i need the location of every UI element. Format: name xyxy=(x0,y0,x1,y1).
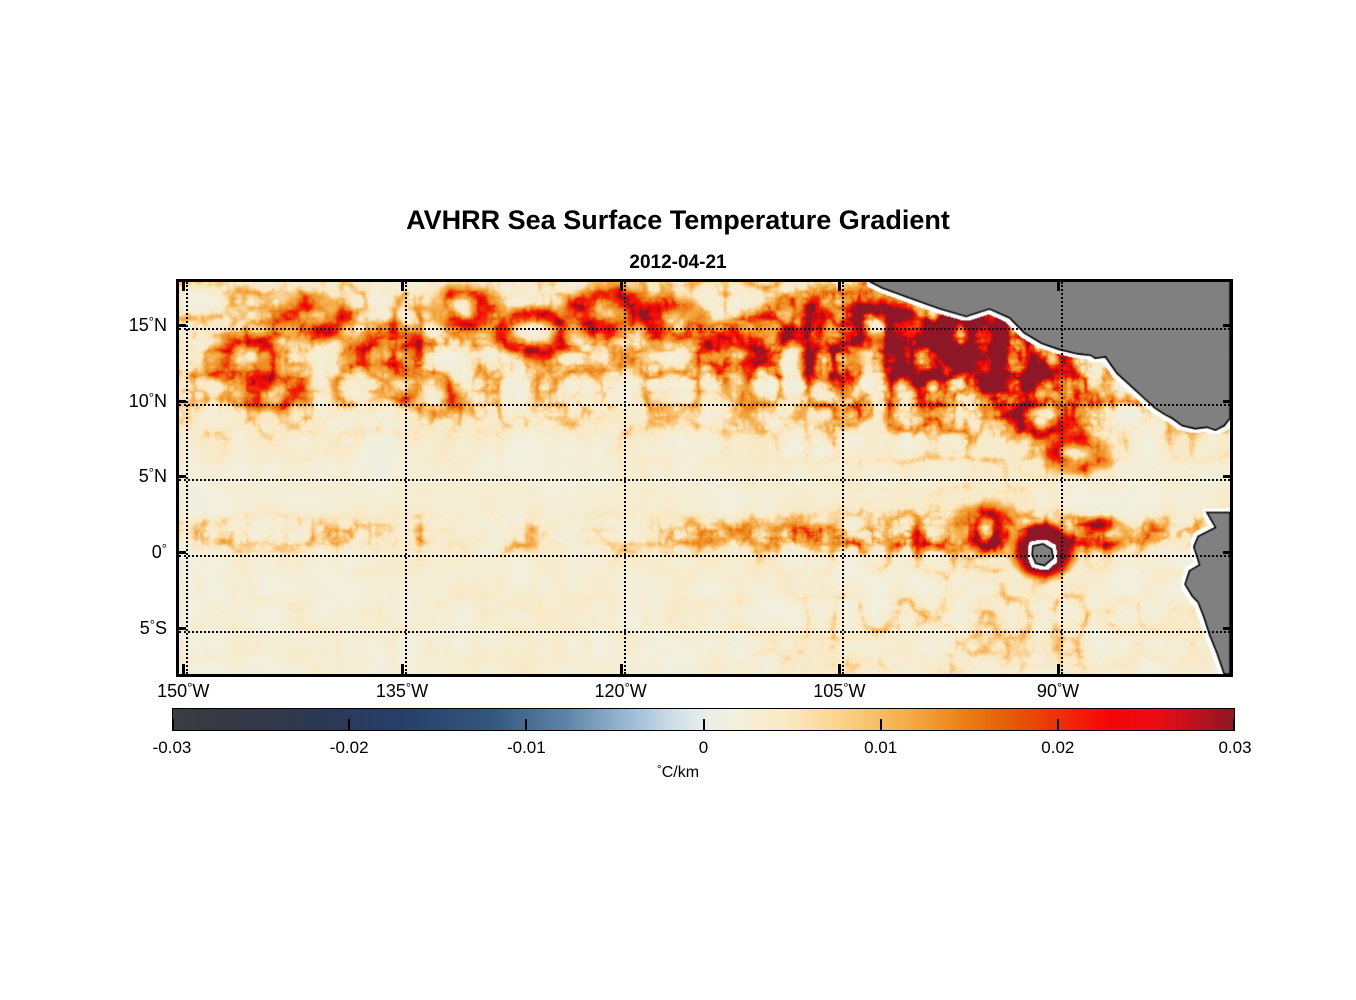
xtick-label-135: 135°W xyxy=(376,681,428,700)
ytick-right-5 xyxy=(1223,475,1233,479)
ytick-right-15 xyxy=(1223,323,1233,327)
colorbar-tick-label-0: -0.03 xyxy=(152,738,192,757)
degree-symbol-icon: ° xyxy=(148,313,154,329)
ytick-left-15 xyxy=(176,323,186,327)
colorbar-tick-2 xyxy=(525,719,528,730)
ytick-hemi: N xyxy=(154,466,167,487)
xtick-hemi: W xyxy=(848,681,866,701)
xtick-hemi: W xyxy=(629,681,647,701)
figure-subtitle: 2012-04-21 xyxy=(629,252,727,273)
xtick-bottom-150 xyxy=(182,664,186,675)
xtick-top-105 xyxy=(838,280,842,291)
xtick-num: 150 xyxy=(157,681,188,701)
ytick-hemi: N xyxy=(154,314,167,335)
ytick-label-0: 0° xyxy=(152,542,167,561)
degree-symbol-icon: ° xyxy=(148,389,154,405)
colorbar-tick-3 xyxy=(702,719,705,730)
colorbar-tick-label-1: -0.02 xyxy=(329,738,369,757)
ytick-left-5 xyxy=(176,475,186,479)
ytick-num: 5 xyxy=(139,618,150,639)
degree-symbol-icon: ° xyxy=(148,465,154,481)
xtick-num: 135 xyxy=(375,681,406,701)
xtick-bottom-90 xyxy=(1057,664,1061,675)
degree-symbol-icon: ° xyxy=(161,541,167,557)
ytick-num: 15 xyxy=(128,314,149,335)
degree-symbol-icon: ° xyxy=(405,680,412,695)
xtick-label-120: 120°W xyxy=(595,681,647,700)
xtick-num: 90 xyxy=(1036,681,1057,701)
ytick-hemi: N xyxy=(154,390,167,411)
colorbar-unit-label: °C/km xyxy=(0,762,1356,782)
xtick-hemi: W xyxy=(192,681,210,701)
xtick-bottom-135 xyxy=(400,664,404,675)
ytick-label--5: 5°S xyxy=(140,618,167,637)
ytick-left--5 xyxy=(176,627,186,631)
degree-symbol-icon: ° xyxy=(1056,680,1063,695)
colorbar-tick-label-4: 0.01 xyxy=(864,738,898,757)
ytick-right--5 xyxy=(1223,627,1233,631)
xtick-label-105: 105°W xyxy=(813,681,865,700)
colorbar-tick-5 xyxy=(1056,719,1059,730)
ytick-label-10: 10°N xyxy=(129,391,167,410)
ytick-hemi: S xyxy=(154,618,167,639)
degree-symbol-icon: ° xyxy=(624,680,630,695)
xtick-hemi: W xyxy=(1062,681,1080,701)
xtick-top-120 xyxy=(619,280,623,291)
degree-symbol-icon: ° xyxy=(187,680,193,695)
ytick-label-5: 5°N xyxy=(139,466,167,485)
colorbar-unit-text: C/km xyxy=(661,764,700,781)
colorbar-tick-label-6: 0.03 xyxy=(1218,738,1252,757)
degree-symbol-icon: ° xyxy=(656,762,662,776)
ytick-right-0 xyxy=(1223,551,1233,555)
colorbar-tick-1 xyxy=(348,719,351,730)
degree-symbol-icon: ° xyxy=(843,680,849,695)
ytick-num: 5 xyxy=(138,466,149,487)
xtick-num: 120 xyxy=(594,681,625,701)
ytick-num: 10 xyxy=(128,390,149,411)
ytick-label-15: 15°N xyxy=(129,315,167,334)
xtick-hemi: W xyxy=(411,681,429,701)
degree-symbol-icon: ° xyxy=(149,617,155,633)
xtick-num: 105 xyxy=(813,681,844,701)
colorbar-tick-label-3: 0 xyxy=(698,738,709,757)
colorbar-tick-label-5: 0.02 xyxy=(1041,738,1075,757)
xtick-top-150 xyxy=(182,280,186,291)
xtick-top-135 xyxy=(400,280,404,291)
xtick-bottom-120 xyxy=(619,664,623,675)
colorbar-tick-6 xyxy=(1233,719,1235,730)
xtick-top-90 xyxy=(1057,280,1061,291)
map-plot-area[interactable] xyxy=(176,279,1233,677)
figure-title: AVHRR Sea Surface Temperature Gradient xyxy=(406,205,950,235)
xtick-label-150: 150°W xyxy=(157,681,209,700)
ytick-left-10 xyxy=(176,399,186,403)
colorbar-tick-0 xyxy=(172,719,174,730)
xtick-bottom-105 xyxy=(838,664,842,675)
colorbar-tick-label-2: -0.01 xyxy=(506,738,546,757)
ytick-num: 0 xyxy=(151,542,162,563)
colorbar-tick-4 xyxy=(879,719,882,730)
ytick-right-10 xyxy=(1223,399,1233,403)
ytick-left-0 xyxy=(176,551,186,555)
xtick-label-90: 90°W xyxy=(1037,681,1079,700)
sst-gradient-heatmap xyxy=(179,282,1230,674)
